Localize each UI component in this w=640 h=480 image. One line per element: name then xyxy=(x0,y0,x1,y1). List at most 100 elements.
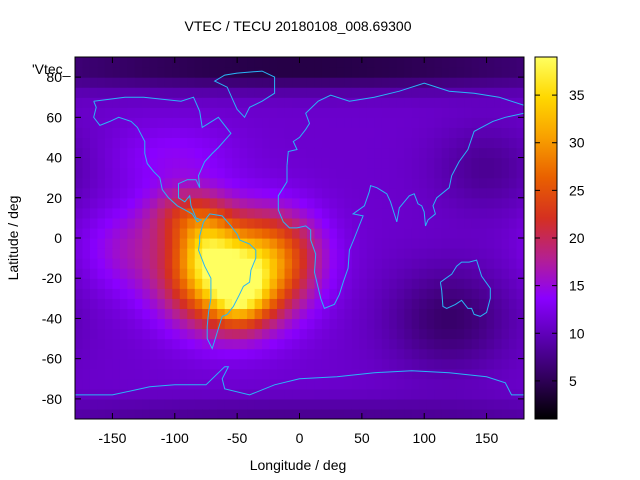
heatmap-cell xyxy=(404,328,413,340)
heatmap-cell xyxy=(134,127,143,139)
heatmap-cell xyxy=(351,238,360,249)
heatmap-cell xyxy=(232,268,241,279)
heatmap-cell xyxy=(516,388,524,400)
heatmap-cell xyxy=(82,288,91,299)
heatmap-cell xyxy=(471,278,480,289)
heatmap-cell xyxy=(179,187,188,199)
heatmap-cell xyxy=(119,197,128,209)
heatmap-cell xyxy=(351,308,360,320)
heatmap-cell xyxy=(89,328,99,340)
heatmap-cell xyxy=(336,167,345,179)
heatmap-cell xyxy=(351,207,360,219)
heatmap-cell xyxy=(501,217,510,229)
heatmap-cell xyxy=(134,67,143,78)
heatmap-cell xyxy=(456,167,465,179)
y-tick-label: -80 xyxy=(42,391,62,407)
heatmap-cell xyxy=(284,288,293,299)
heatmap-cell xyxy=(501,187,510,199)
heatmap-cell xyxy=(374,127,383,139)
heatmap-cell xyxy=(404,117,413,128)
heatmap-cell xyxy=(157,398,166,410)
heatmap-cell xyxy=(232,348,241,360)
heatmap-cell xyxy=(284,167,293,179)
heatmap-cell xyxy=(149,338,158,350)
heatmap-cell xyxy=(509,57,518,68)
heatmap-cell xyxy=(217,398,226,410)
heatmap-cell xyxy=(149,197,158,209)
heatmap-cell xyxy=(277,238,286,249)
heatmap-cell xyxy=(292,177,301,189)
heatmap-cell xyxy=(217,207,226,219)
heatmap-cell xyxy=(351,378,360,390)
heatmap-cell xyxy=(321,348,331,360)
heatmap-cell xyxy=(292,398,301,410)
heatmap-cell xyxy=(112,127,121,139)
heatmap-cell xyxy=(501,388,510,400)
heatmap-cell xyxy=(464,318,473,330)
heatmap-cell xyxy=(157,137,166,149)
heatmap-cell xyxy=(471,77,480,88)
heatmap-cell xyxy=(187,358,196,370)
heatmap-cell xyxy=(104,398,114,410)
heatmap-cell xyxy=(486,328,495,340)
heatmap-cell xyxy=(396,348,405,360)
heatmap-cell xyxy=(202,227,211,239)
heatmap-cell xyxy=(134,77,143,88)
heatmap-cell xyxy=(277,77,286,88)
heatmap-cell xyxy=(471,217,480,229)
heatmap-cell xyxy=(449,328,458,340)
heatmap-cell xyxy=(456,328,465,340)
heatmap-cell xyxy=(224,57,233,68)
heatmap-cell xyxy=(112,137,121,149)
heatmap-cell xyxy=(516,258,524,269)
heatmap-cell xyxy=(187,368,196,380)
heatmap-cell xyxy=(179,67,188,78)
heatmap-cell xyxy=(479,318,488,330)
colorbar-tick-label: 25 xyxy=(569,182,585,198)
heatmap-cell xyxy=(75,258,84,269)
heatmap-cell xyxy=(209,167,218,179)
heatmap-cell xyxy=(187,378,196,390)
colorbar-tick-label: 20 xyxy=(569,230,585,246)
heatmap-cell xyxy=(471,87,480,98)
heatmap-cell xyxy=(389,127,398,139)
heatmap-cell xyxy=(262,167,271,179)
heatmap-cell xyxy=(149,67,158,78)
heatmap-cell xyxy=(89,408,99,419)
heatmap-cell xyxy=(306,117,316,128)
heatmap-cell xyxy=(254,388,263,400)
heatmap-cell xyxy=(127,207,136,219)
heatmap-cell xyxy=(262,227,271,239)
heatmap-cell xyxy=(142,348,151,360)
heatmap-cell xyxy=(374,398,383,410)
heatmap-cell xyxy=(419,187,428,199)
heatmap-cell xyxy=(75,217,84,229)
heatmap-cell xyxy=(411,77,420,88)
heatmap-cell xyxy=(306,187,316,199)
heatmap-cell xyxy=(119,378,128,390)
heatmap-cell xyxy=(82,67,91,78)
heatmap-cell xyxy=(239,197,248,209)
heatmap-cell xyxy=(449,127,458,139)
heatmap-cell xyxy=(269,57,278,68)
heatmap-cell xyxy=(501,258,510,269)
heatmap-cell xyxy=(194,67,203,78)
heatmap-cell xyxy=(172,197,181,209)
heatmap-cell xyxy=(269,248,278,259)
heatmap-cell xyxy=(89,127,99,139)
heatmap-cell xyxy=(494,368,503,380)
heatmap-cell xyxy=(471,167,480,179)
heatmap-cell xyxy=(239,137,248,149)
heatmap-cell xyxy=(97,258,106,269)
heatmap-cell xyxy=(344,298,353,309)
heatmap-cell xyxy=(344,328,353,340)
heatmap-cell xyxy=(82,227,91,239)
heatmap-cell xyxy=(89,67,99,78)
heatmap-cell xyxy=(426,117,435,128)
heatmap-cell xyxy=(486,167,495,179)
heatmap-cell xyxy=(127,167,136,179)
heatmap-cell xyxy=(179,207,188,219)
heatmap-cell xyxy=(262,388,271,400)
heatmap-cell xyxy=(471,227,480,239)
heatmap-cell xyxy=(202,67,211,78)
